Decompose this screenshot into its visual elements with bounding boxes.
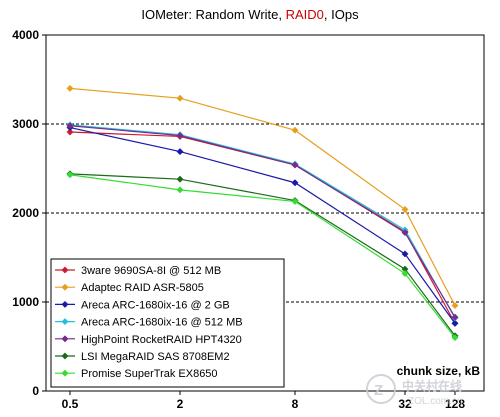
chart-title-part-1: RAID0 — [286, 7, 324, 22]
data-point-2-3 — [401, 250, 409, 258]
y-tick-label-0: 0 — [32, 384, 39, 398]
legend-label-0: 3ware 9690SA-8I @ 512 MB — [81, 265, 221, 277]
data-point-6-0 — [66, 171, 74, 179]
legend-swatch-marker-6 — [61, 369, 69, 377]
x-axis-ticks: 0.5 2 8 32 128 — [62, 391, 465, 411]
series-1 — [66, 84, 459, 310]
x-tick-label-3: 32 — [398, 397, 412, 411]
legend-swatch-marker-5 — [61, 352, 69, 360]
legend-item-0: 3ware 9690SA-8I @ 512 MB — [55, 265, 221, 277]
chart-title-part-2: , IOps — [324, 7, 359, 22]
x-tick-label-1: 2 — [177, 397, 184, 411]
data-point-4-0 — [66, 122, 74, 130]
legend: 3ware 9690SA-8I @ 512 MB Adaptec RAID ASR… — [50, 258, 285, 388]
legend-swatch-marker-1 — [61, 283, 69, 291]
data-point-2-2 — [291, 179, 299, 187]
legend-item-3: Areca ARC-1680ix-16 @ 512 MB — [55, 317, 243, 329]
y-tick-label-1000: 1000 — [12, 295, 39, 309]
data-point-4-4 — [451, 313, 459, 321]
data-point-4-2 — [291, 161, 299, 169]
legend-swatch-marker-4 — [61, 335, 69, 343]
watermark-logo-letter: Z — [374, 382, 383, 399]
data-point-6-1 — [176, 186, 184, 194]
watermark-text-cn: 中关村在线 — [402, 378, 462, 393]
legend-swatch-marker-2 — [61, 300, 69, 308]
series-lines — [66, 84, 459, 342]
legend-item-5: LSI MegaRAID SAS 8708EM2 — [55, 351, 230, 363]
series-6 — [66, 171, 459, 342]
x-axis-title: chunk size, kB — [397, 364, 481, 378]
data-point-4-3 — [401, 229, 409, 237]
legend-box — [50, 258, 285, 388]
gridlines — [46, 123, 484, 303]
legend-label-2: Areca ARC-1680ix-16 @ 2 GB — [81, 299, 230, 311]
legend-label-1: Adaptec RAID ASR-5805 — [81, 282, 204, 294]
legend-label-4: HighPoint RocketRAID HPT4320 — [81, 334, 242, 346]
y-axis-ticks: 0 1000 2000 3000 4000 — [12, 28, 46, 398]
data-point-2-1 — [176, 148, 184, 156]
chart-title: IOMeter: Random Write, RAID0, IOps — [141, 7, 359, 22]
legend-item-6: Promise SuperTrak EX8650 — [55, 368, 218, 380]
y-tick-label-3000: 3000 — [12, 117, 39, 131]
legend-item-1: Adaptec RAID ASR-5805 — [55, 282, 204, 294]
legend-label-6: Promise SuperTrak EX8650 — [81, 368, 218, 380]
legend-swatch-marker-0 — [61, 266, 69, 274]
data-point-5-1 — [176, 175, 184, 183]
data-point-4-1 — [176, 132, 184, 140]
data-point-0-0 — [66, 128, 74, 136]
legend-label-5: LSI MegaRAID SAS 8708EM2 — [81, 351, 230, 363]
data-point-6-4 — [451, 334, 459, 342]
x-tick-label-0: 0.5 — [62, 397, 79, 411]
data-point-1-3 — [401, 205, 409, 213]
data-point-6-3 — [401, 269, 409, 278]
y-tick-label-2000: 2000 — [12, 206, 39, 220]
legend-item-2: Areca ARC-1680ix-16 @ 2 GB — [55, 299, 230, 311]
data-point-2-4 — [451, 319, 459, 327]
y-tick-label-4000: 4000 — [12, 28, 39, 42]
data-point-1-4 — [451, 302, 459, 310]
x-tick-label-2: 8 — [292, 397, 299, 411]
watermark-text-en: ZOL.com.cn — [408, 396, 462, 407]
watermark: Z 中关村在线 ZOL.com.cn — [366, 374, 462, 407]
data-point-1-1 — [176, 94, 184, 102]
series-4 — [66, 122, 459, 321]
data-point-6-2 — [291, 197, 299, 205]
watermark-logo-icon — [366, 374, 396, 404]
data-point-1-0 — [66, 84, 74, 92]
legend-item-4: HighPoint RocketRAID HPT4320 — [55, 334, 242, 346]
data-point-1-2 — [291, 126, 299, 134]
chart-title-part-0: IOMeter: Random Write, — [141, 7, 285, 22]
legend-swatch-marker-3 — [61, 318, 69, 326]
x-tick-label-4: 128 — [445, 397, 465, 411]
legend-label-3: Areca ARC-1680ix-16 @ 512 MB — [81, 317, 243, 329]
